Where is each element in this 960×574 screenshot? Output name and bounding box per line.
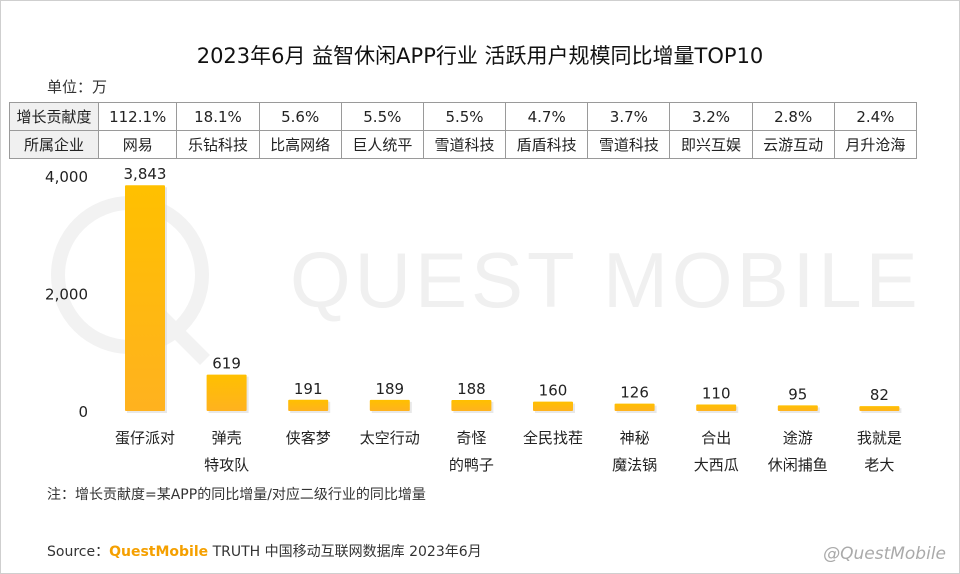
company-cell: 比高网络 [258, 130, 342, 159]
bar [696, 404, 737, 411]
contribution-cell: 5.5% [422, 102, 507, 131]
company-cell: 雪道科技 [587, 130, 671, 159]
contribution-cell: 2.4% [833, 102, 918, 131]
bar [288, 399, 329, 411]
x-category-label: 休闲捕鱼 [768, 456, 828, 474]
company-cell: 巨人统平 [340, 130, 424, 159]
footnote: 注：增长贡献度=某APP的同比增量/对应二级行业的同比增量 [47, 487, 426, 503]
bar [614, 403, 655, 411]
company-cell: 即兴互娱 [669, 130, 753, 159]
contribution-cell: 112.1% [97, 102, 178, 131]
bar-value-label: 160 [539, 382, 568, 400]
contribution-cell: 2.8% [751, 102, 835, 131]
source-brand: QuestMobile [109, 544, 209, 560]
y-tick-label: 0 [78, 403, 88, 421]
unit-label: 单位：万 [47, 78, 108, 96]
x-category-label: 全民找茬 [523, 429, 583, 447]
x-category-label: 合出 [701, 429, 731, 447]
bar [777, 405, 818, 411]
bar-value-label: 188 [457, 380, 486, 398]
x-category-label: 大西瓜 [694, 456, 739, 474]
bar [206, 374, 247, 411]
contribution-table: 增长贡献度 112.1% 18.1% 5.6% 5.5% 5.5% 4.7% 3… [9, 102, 918, 159]
x-category-label: 太空行动 [360, 429, 420, 447]
bar [125, 185, 165, 411]
contribution-cell: 5.5% [340, 102, 424, 131]
bar [859, 406, 900, 411]
x-category-label: 蛋仔派对 [115, 429, 175, 447]
company-cell: 雪道科技 [422, 130, 507, 159]
bar [533, 401, 573, 411]
y-tick-label: 2,000 [45, 286, 88, 304]
x-category-label: 神秘 [620, 429, 650, 447]
company-header: 所属企业 [9, 130, 99, 159]
company-cell: 盾盾科技 [505, 130, 589, 159]
bar-value-label: 191 [294, 380, 323, 398]
bar-value-label: 3,843 [124, 165, 167, 183]
contribution-cell: 3.2% [669, 102, 753, 131]
contribution-cell: 5.6% [258, 102, 342, 131]
credit-watermark: @QuestMobile [823, 544, 946, 564]
source-rest: TRUTH 中国移动互联网数据库 2023年6月 [208, 544, 482, 560]
y-tick-label: 4,000 [45, 168, 88, 186]
x-category-label: 侠客梦 [286, 429, 331, 447]
x-category-label: 特攻队 [204, 456, 249, 474]
contribution-cell: 3.7% [587, 102, 671, 131]
x-category-label: 魔法锅 [612, 456, 657, 474]
bar-value-label: 189 [375, 380, 404, 398]
contribution-header: 增长贡献度 [9, 102, 99, 131]
company-row: 所属企业 网易 乐钻科技 比高网络 巨人统平 雪道科技 盾盾科技 雪道科技 即兴… [9, 130, 918, 159]
bar [451, 399, 492, 411]
source-prefix: Source： [47, 544, 110, 560]
x-category-label: 我就是 [857, 429, 902, 447]
x-category-label: 的鸭子 [449, 456, 494, 474]
x-category-label: 奇怪 [456, 429, 486, 447]
bar-value-label: 126 [620, 384, 649, 402]
source-line: Source：QuestMobile TRUTH 中国移动互联网数据库 2023… [47, 541, 482, 561]
company-cell: 月升沧海 [833, 130, 918, 159]
bar-value-label: 95 [788, 385, 807, 403]
x-category-label: 途游 [783, 429, 813, 447]
bar-value-label: 619 [212, 355, 241, 373]
x-category-label: 弹壳 [212, 429, 242, 447]
chart-title: 2023年6月 益智休闲APP行业 活跃用户规模同比增量TOP10 [196, 44, 764, 68]
x-category-label: 老大 [864, 456, 894, 474]
bar-value-label: 110 [702, 385, 731, 403]
bar-value-label: 82 [870, 386, 889, 404]
bar [369, 399, 410, 411]
company-cell: 网易 [97, 130, 178, 159]
company-cell: 乐钻科技 [176, 130, 260, 159]
contribution-row: 增长贡献度 112.1% 18.1% 5.6% 5.5% 5.5% 4.7% 3… [9, 102, 918, 131]
